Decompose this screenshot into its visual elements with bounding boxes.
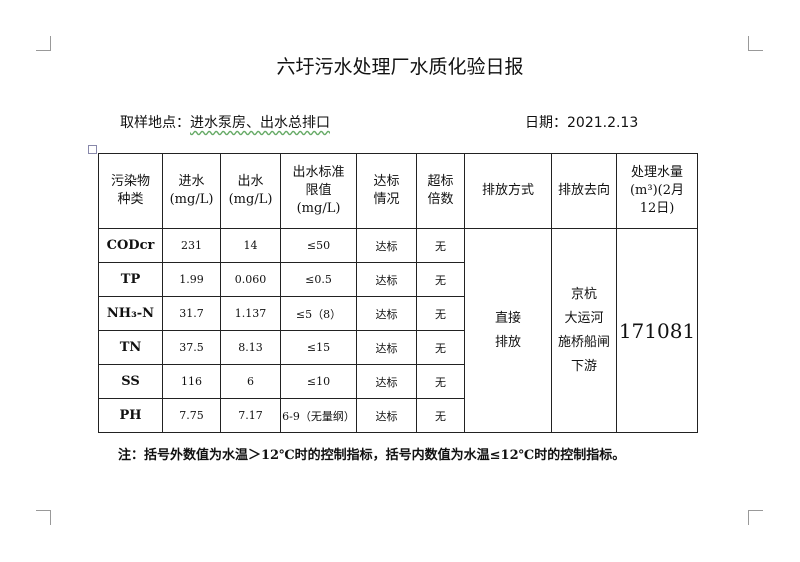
cell-status: 达标 bbox=[356, 296, 417, 331]
table-row: SS 116 6 ≤10 达标无 bbox=[98, 364, 698, 399]
page-title: 六圩污水处理厂水质化验日报 bbox=[276, 56, 524, 78]
cell-exceed: 无 bbox=[416, 296, 465, 331]
column-header-label: 排放方式 bbox=[481, 183, 534, 198]
cell-exceed: 无 bbox=[416, 364, 465, 399]
cell-limit: ≤10 bbox=[280, 364, 357, 399]
table-row: TP 1.99 0.060 ≤0.5 达标无 bbox=[98, 262, 698, 297]
column-header-label: 超标倍数 bbox=[427, 174, 454, 207]
cell-in: 37.5 bbox=[162, 330, 221, 365]
discharge-dest-line: 大运河 bbox=[564, 310, 604, 326]
table-row: PH 7.75 7.17 6-9（无量纲） 达标无 bbox=[98, 398, 698, 433]
discharge-method: 直接 排放 bbox=[464, 228, 552, 433]
column-header-label: 处理水量(m³)(2月12日) bbox=[629, 165, 685, 216]
cell-status: 达标 bbox=[356, 364, 417, 399]
cell-name: TP bbox=[98, 262, 163, 297]
cell-in: 7.75 bbox=[162, 398, 221, 433]
cell-limit: ≤5（8） bbox=[280, 296, 357, 331]
crop-mark bbox=[36, 510, 51, 525]
cell-exceed: 无 bbox=[416, 228, 465, 263]
sampling-location: 取样地点：进水泵房、出水总排口 bbox=[120, 112, 330, 132]
column-header-label: 进水(mg/L) bbox=[169, 174, 214, 207]
cell-exceed: 无 bbox=[416, 330, 465, 365]
table-move-handle-icon[interactable] bbox=[88, 145, 97, 154]
table-row: TN 37.5 8.13 ≤15 达标无 bbox=[98, 330, 698, 365]
cell-status: 达标 bbox=[356, 228, 417, 263]
column-header: 进水(mg/L) bbox=[162, 153, 221, 229]
cell-limit: ≤50 bbox=[280, 228, 357, 263]
discharge-method-line: 直接 bbox=[494, 310, 521, 326]
location-value: 进水泵房、出水总排口 bbox=[190, 115, 330, 131]
column-header-label: 出水(mg/L) bbox=[228, 174, 273, 207]
cell-status: 达标 bbox=[356, 330, 417, 365]
discharge-method-line: 排放 bbox=[494, 334, 521, 350]
column-header: 超标倍数 bbox=[416, 153, 465, 229]
discharge-destination: 京杭大运河施桥船闸下游 bbox=[551, 228, 617, 433]
cell-limit: ≤15 bbox=[280, 330, 357, 365]
crop-mark bbox=[748, 510, 763, 525]
discharge-dest-line: 京杭 bbox=[570, 286, 597, 302]
treated-volume: 171081 bbox=[616, 228, 698, 433]
cell-out: 14 bbox=[220, 228, 281, 263]
column-header-label: 污染物种类 bbox=[110, 174, 150, 207]
discharge-dest-line: 施桥船闸 bbox=[557, 334, 610, 350]
cell-out: 0.060 bbox=[220, 262, 281, 297]
cell-out: 7.17 bbox=[220, 398, 281, 433]
cell-name: PH bbox=[98, 398, 163, 433]
cell-exceed: 无 bbox=[416, 262, 465, 297]
cell-status: 达标 bbox=[356, 398, 417, 433]
column-header: 排放方式 bbox=[464, 153, 552, 229]
cell-in: 1.99 bbox=[162, 262, 221, 297]
column-header-label: 达标情况 bbox=[373, 174, 400, 207]
date-label: 日期： bbox=[525, 115, 567, 131]
table-row: NH₃-N 31.7 1.137 ≤5（8） 达标无 bbox=[98, 296, 698, 331]
cell-limit: 6-9（无量纲） bbox=[280, 398, 357, 433]
cell-out: 8.13 bbox=[220, 330, 281, 365]
crop-mark bbox=[748, 36, 763, 51]
column-header-label: 排放去向 bbox=[557, 183, 610, 198]
table-note: 注：括号外数值为水温＞12℃时的控制指标，括号内数值为水温≤12℃时的控制指标。 bbox=[118, 448, 626, 463]
date-value: 2021.2.13 bbox=[567, 115, 639, 131]
cell-exceed: 无 bbox=[416, 398, 465, 433]
column-header: 达标情况 bbox=[356, 153, 417, 229]
location-label: 取样地点： bbox=[120, 115, 190, 131]
cell-name: CODcr bbox=[98, 228, 163, 263]
discharge-dest-line: 下游 bbox=[570, 358, 597, 374]
cell-in: 116 bbox=[162, 364, 221, 399]
cell-status: 达标 bbox=[356, 262, 417, 297]
column-header: 污染物种类 bbox=[98, 153, 163, 229]
report-date: 日期：2021.2.13 bbox=[525, 112, 638, 132]
cell-out: 1.137 bbox=[220, 296, 281, 331]
table-row: CODcr 231 14 ≤50 达标无直接 排放 京杭 大运河 施桥船闸 下游 171081 bbox=[98, 228, 698, 433]
column-header: 处理水量(m³)(2月12日) bbox=[616, 153, 698, 229]
crop-mark bbox=[36, 36, 51, 51]
cell-name: SS bbox=[98, 364, 163, 399]
cell-name: NH₃-N bbox=[98, 296, 163, 331]
column-header-label: 出水标准限值(mg/L) bbox=[292, 165, 345, 216]
cell-in: 231 bbox=[162, 228, 221, 263]
cell-in: 31.7 bbox=[162, 296, 221, 331]
cell-limit: ≤0.5 bbox=[280, 262, 357, 297]
water-quality-table: 污染物种类 进水(mg/L) 出水(mg/L) 出水标准限值(mg/L) 达标情况 超标倍… bbox=[98, 153, 698, 433]
column-header: 出水(mg/L) bbox=[220, 153, 281, 229]
cell-out: 6 bbox=[220, 364, 281, 399]
column-header: 排放去向 bbox=[551, 153, 617, 229]
column-header: 出水标准限值(mg/L) bbox=[280, 153, 357, 229]
cell-name: TN bbox=[98, 330, 163, 365]
